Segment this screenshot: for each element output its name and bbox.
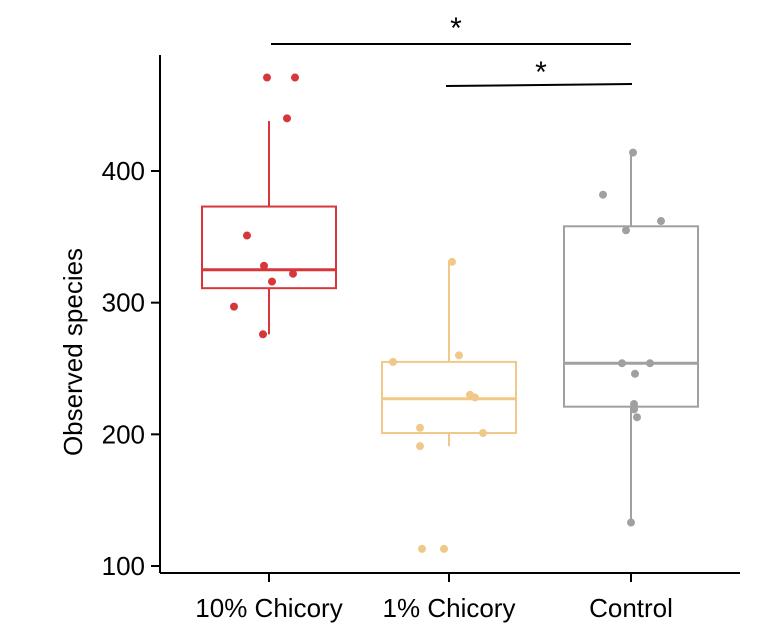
- data-point: [440, 544, 448, 553]
- data-point: [479, 429, 487, 438]
- data-point: [259, 330, 267, 339]
- data-point: [416, 442, 424, 451]
- data-point: [627, 518, 635, 527]
- data-point: [622, 226, 630, 235]
- data-point: [633, 413, 641, 422]
- data-point: [629, 148, 637, 157]
- data-point: [283, 114, 291, 123]
- data-point: [291, 73, 299, 82]
- data-point: [455, 351, 463, 360]
- data-point: [268, 277, 276, 286]
- significance-label: *: [535, 56, 547, 89]
- y-tick-label: 300: [102, 288, 145, 318]
- data-point: [657, 217, 665, 226]
- iqr-box: [563, 225, 699, 408]
- x-tick-label: 1% Chicory: [383, 593, 516, 623]
- box-10-chicory: [201, 120, 337, 335]
- x-tick-label: 10% Chicory: [195, 593, 342, 623]
- data-point: [230, 302, 238, 311]
- data-point: [263, 73, 271, 82]
- significance-brackets: **: [271, 12, 633, 89]
- data-point: [630, 405, 638, 414]
- data-point: [631, 369, 639, 378]
- x-tick-label: Control: [589, 593, 673, 623]
- significance-label: *: [450, 12, 462, 45]
- data-point: [416, 423, 424, 432]
- data-point: [618, 359, 626, 368]
- data-point: [389, 357, 397, 366]
- data-point: [289, 269, 297, 278]
- x-ticks: 10% Chicory 1% Chicory Control: [195, 573, 673, 623]
- y-ticks: 100 200 300 400: [102, 156, 160, 581]
- iqr-box: [201, 205, 337, 290]
- y-tick-label: 100: [102, 551, 145, 581]
- data-point: [243, 231, 251, 240]
- data-point: [418, 544, 426, 553]
- data-point: [599, 190, 607, 199]
- box-control: [563, 152, 699, 523]
- y-tick-label: 400: [102, 156, 145, 186]
- data-point: [471, 393, 479, 402]
- data-points: [230, 73, 665, 553]
- data-point: [260, 261, 268, 270]
- significance-bracket: [445, 83, 633, 87]
- y-axis-label: Observed species: [58, 248, 88, 456]
- data-point: [448, 257, 456, 266]
- data-point: [646, 359, 654, 368]
- y-tick-label: 200: [102, 419, 145, 449]
- box-1-chicory: [381, 261, 517, 447]
- boxes: [201, 120, 699, 523]
